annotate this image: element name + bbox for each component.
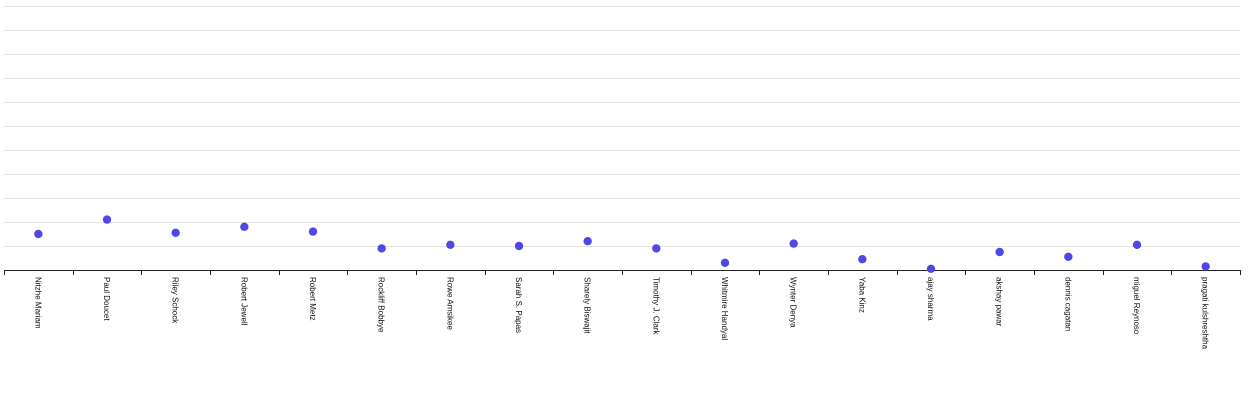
gridlines (4, 6, 1240, 247)
data-point[interactable] (789, 239, 798, 248)
x-tick-label: dennis cagatan (1063, 277, 1072, 331)
x-tick-label: Riley Schock (171, 277, 180, 324)
x-tick-label: ajay sharma (926, 277, 935, 321)
data-point[interactable] (171, 228, 180, 237)
data-point[interactable] (720, 258, 730, 267)
x-tick-label: Sharely Biswajit (583, 277, 592, 334)
x-axis (4, 270, 1241, 275)
x-tick-label: Sarah S. Papas (514, 277, 523, 333)
data-point[interactable] (102, 215, 112, 224)
data-point[interactable] (1132, 240, 1142, 249)
x-tick-label: akshay pawar (995, 277, 1004, 327)
x-tick-label: miguel Reynoso (1132, 277, 1141, 335)
data-points (34, 215, 1210, 273)
x-tick-label: Rockliff Bobbye (377, 277, 386, 333)
x-tick-label: Robert Jewell (239, 277, 248, 326)
x-tick-label: Rowe Amsikee (445, 277, 454, 330)
data-point[interactable] (1201, 262, 1210, 271)
x-tick-label: Timothy J. Clark (651, 277, 660, 335)
data-point[interactable] (377, 244, 386, 253)
data-point[interactable] (583, 237, 592, 246)
data-point[interactable] (652, 244, 661, 253)
x-tick-label: Wynter Denya (789, 277, 798, 328)
data-point[interactable] (514, 241, 524, 251)
x-tick-label: Whitmire Handyal (720, 277, 729, 340)
data-point[interactable] (308, 227, 318, 236)
x-tick-label: Yaba Kinz (857, 277, 866, 313)
data-point[interactable] (858, 255, 867, 264)
x-tick-label: Paul Doucet (102, 277, 111, 321)
data-point[interactable] (926, 264, 936, 273)
data-point[interactable] (1064, 252, 1073, 261)
data-point[interactable] (446, 240, 455, 249)
x-tick-labels: Nitzhe Mariam Paul Doucet Riley Schock Robe… (33, 277, 1209, 350)
x-tick-label: pragati kulshreshtha (1201, 277, 1210, 350)
data-point[interactable] (34, 229, 43, 239)
data-point[interactable] (240, 222, 249, 231)
data-point[interactable] (995, 247, 1004, 257)
x-tick-label: Nitzhe Mariam (33, 277, 42, 329)
x-tick-label: Robert Metz (308, 277, 317, 321)
